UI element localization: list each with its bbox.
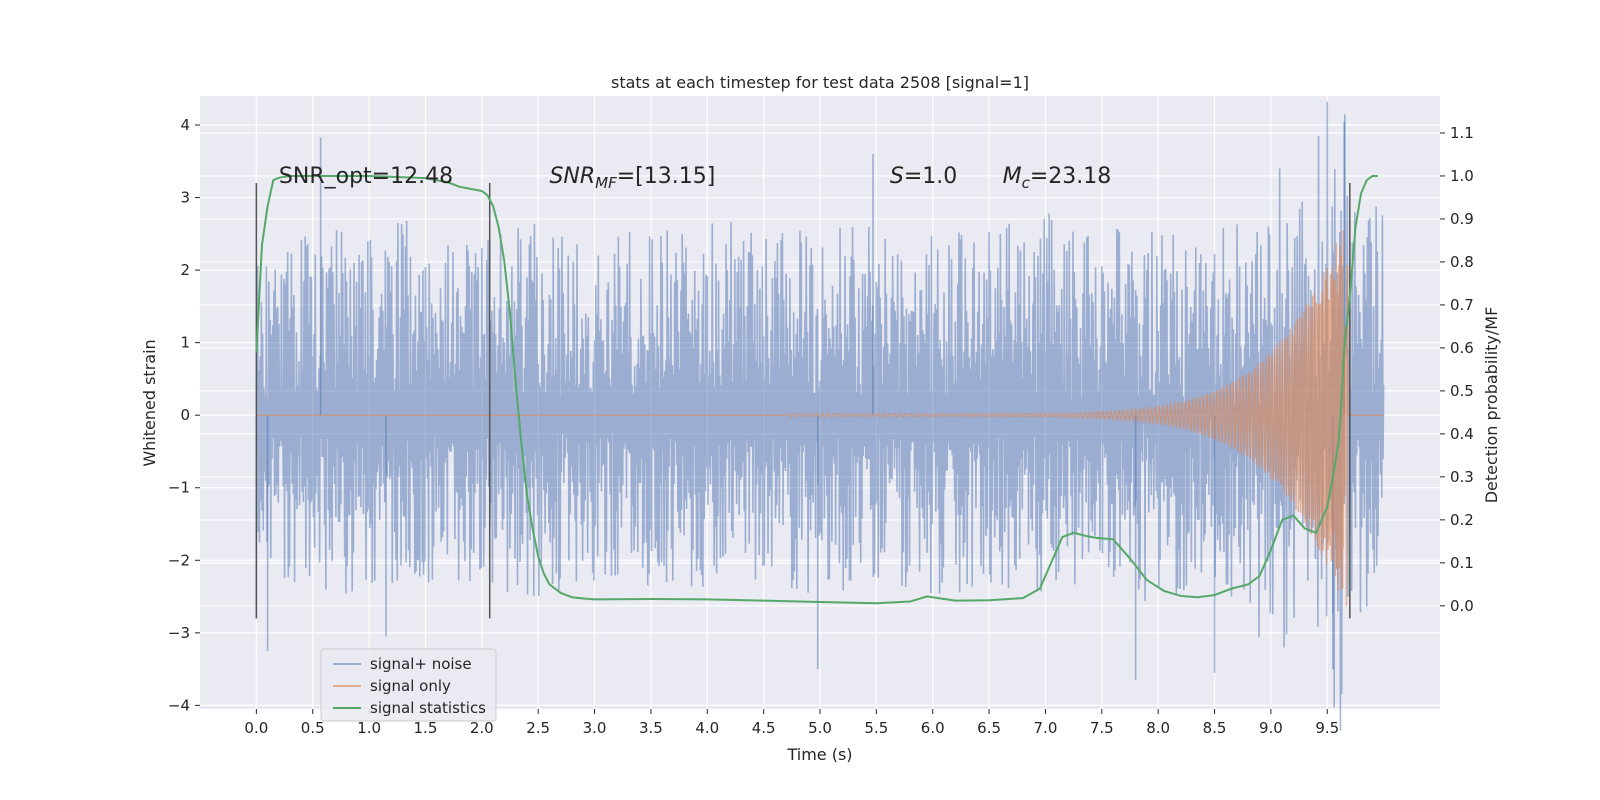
y-tick-label: 1 [180,334,190,352]
x-axis-label: Time (s) [786,745,852,764]
annotation-subscript: c [1022,174,1031,192]
annotation-value: =23.18 [1030,164,1111,189]
y-right-tick-label: 0.6 [1450,339,1474,357]
y-right-tick-label: 1.0 [1450,167,1474,185]
legend: signal+ noise signal only signal statistic… [320,648,497,722]
x-tick-label: 0.0 [244,719,268,737]
x-tick-label: 3.0 [583,719,607,737]
signal-only-line [256,229,1384,607]
x-tick-label: 8.0 [1146,719,1170,737]
x-tick-label: 5.5 [864,719,888,737]
y-right-tick-label: 0.0 [1450,597,1474,615]
x-tick-label: 5.0 [808,719,832,737]
annotation-text: Mc=23.18 [1003,164,1112,192]
x-tick-label: 8.5 [1203,719,1227,737]
x-tick-label: 7.5 [1090,719,1114,737]
x-tick-label: 4.5 [752,719,776,737]
annotation-main: SNR_opt=12.48 [279,164,453,189]
annotation-main: S [890,164,904,189]
y-tick-label: 2 [180,261,190,279]
signal-noise-line [255,101,1385,731]
axes-layer: 0.0 0.5 1.0 1.5 2.0 2.5 3.0 3.5 4.0 4.5 5.0 5.5 6.0 6… [168,116,1474,737]
annotation-main: SNR [549,164,595,189]
x-tick-label: 9.5 [1315,719,1339,737]
data-layer [255,101,1385,731]
y-right-tick-label: 1.1 [1450,124,1474,142]
x-tick-label: 6.5 [977,719,1001,737]
y-right-tick-label: 0.5 [1450,382,1474,400]
annotations: SNR_opt=12.48 SNRMF=[13.15] S=1.0 Mc=23.18 [279,164,1111,192]
y-tick-label: −2 [168,551,190,569]
x-tick-label: 1.0 [357,719,381,737]
annotation-text: SNRMF=[13.15] [549,164,715,192]
x-tick-label: 9.0 [1259,719,1283,737]
y-right-tick-label: 0.3 [1450,468,1474,486]
y-tick-label: 3 [180,189,190,207]
y-tick-label: −4 [168,696,190,714]
y-axis-label-right: Detection probability/MF [1482,307,1501,504]
y-right-tick-label: 0.8 [1450,253,1474,271]
legend-label: signal statistics [370,699,486,717]
y-tick-label: 0 [180,406,190,424]
y-axis-label: Whitened strain [140,339,159,466]
signal-statistics-line [255,174,1378,605]
y-right-tick-label: 0.4 [1450,425,1474,443]
y-tick-label: −1 [168,479,190,497]
annotation-value: =1.0 [904,164,957,189]
x-tick-label: 3.5 [639,719,663,737]
x-tick-label: 2.5 [526,719,550,737]
x-tick-label: 0.5 [301,719,325,737]
y-tick-label: 4 [180,116,190,134]
y-right-tick-label: 0.2 [1450,511,1474,529]
y-right-tick-label: 0.9 [1450,210,1474,228]
x-tick-label: 4.0 [695,719,719,737]
annotation-text: SNR_opt=12.48 [279,164,453,189]
y-right-tick-label: 0.7 [1450,296,1474,314]
y-tick-label: −3 [168,624,190,642]
legend-label: signal only [370,677,451,695]
chart-title: stats at each timestep for test data 250… [611,73,1029,92]
x-tick-label: 7.0 [1034,719,1058,737]
annotation-subscript: MF [595,174,617,192]
annotation-value: =[13.15] [617,164,716,189]
legend-label: signal+ noise [370,655,472,673]
y-right-tick-label: 0.1 [1450,554,1474,572]
x-tick-label: 1.5 [414,719,438,737]
annotation-text: S=1.0 [890,164,957,189]
x-tick-label: 6.0 [921,719,945,737]
x-tick-label: 2.0 [470,719,494,737]
annotation-main: M [1003,164,1022,189]
legend-box [320,648,497,722]
